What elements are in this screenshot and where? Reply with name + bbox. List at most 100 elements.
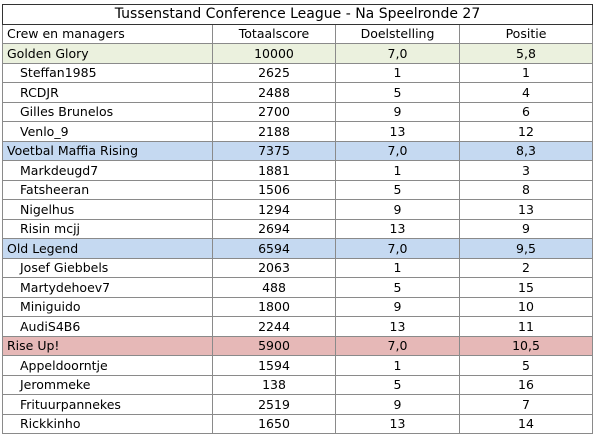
crew-total-score: 10000 bbox=[212, 43, 336, 64]
manager-row: Miniguido 1800 9 10 bbox=[2, 296, 593, 317]
manager-position: 1 bbox=[459, 62, 593, 83]
manager-total-score: 2244 bbox=[212, 316, 336, 337]
crew-name: Golden Glory bbox=[2, 43, 213, 64]
crew-target: 7,0 bbox=[335, 335, 460, 356]
manager-total-score: 1506 bbox=[212, 179, 336, 200]
manager-target: 5 bbox=[335, 277, 460, 298]
manager-name: Appeldoorntje bbox=[2, 355, 213, 376]
crew-position: 5,8 bbox=[459, 43, 593, 64]
crew-total-score: 7375 bbox=[212, 140, 336, 161]
manager-position: 12 bbox=[459, 121, 593, 142]
manager-position: 9 bbox=[459, 218, 593, 239]
manager-name: Miniguido bbox=[2, 296, 213, 317]
manager-total-score: 488 bbox=[212, 277, 336, 298]
manager-target: 9 bbox=[335, 101, 460, 122]
crew-target: 7,0 bbox=[335, 43, 460, 64]
manager-target: 13 bbox=[335, 218, 460, 239]
manager-target: 5 bbox=[335, 179, 460, 200]
manager-total-score: 2188 bbox=[212, 121, 336, 142]
crew-row: Rise Up! 5900 7,0 10,5 bbox=[2, 335, 593, 356]
manager-target: 5 bbox=[335, 82, 460, 103]
manager-position: 7 bbox=[459, 394, 593, 415]
manager-name: AudiS4B6 bbox=[2, 316, 213, 337]
manager-name: RCDJR bbox=[2, 82, 213, 103]
manager-row: Fatsheeran 1506 5 8 bbox=[2, 179, 593, 200]
manager-total-score: 2625 bbox=[212, 62, 336, 83]
manager-row: Venlo_9 2188 13 12 bbox=[2, 121, 593, 142]
crew-position: 10,5 bbox=[459, 335, 593, 356]
manager-total-score: 138 bbox=[212, 374, 336, 395]
manager-position: 2 bbox=[459, 257, 593, 278]
crew-total-score: 5900 bbox=[212, 335, 336, 356]
manager-total-score: 1650 bbox=[212, 413, 336, 434]
manager-row: Appeldoorntje 1594 1 5 bbox=[2, 355, 593, 376]
manager-row: Markdeugd7 1881 1 3 bbox=[2, 160, 593, 181]
manager-name: Jerommeke bbox=[2, 374, 213, 395]
crew-target: 7,0 bbox=[335, 140, 460, 161]
manager-position: 14 bbox=[459, 413, 593, 434]
standings-table: Tussenstand Conference League - Na Speel… bbox=[2, 4, 593, 434]
manager-position: 11 bbox=[459, 316, 593, 337]
manager-target: 9 bbox=[335, 199, 460, 220]
manager-target: 13 bbox=[335, 413, 460, 434]
header-row: Crew en managers Totaalscore Doelstellin… bbox=[2, 23, 593, 44]
manager-total-score: 1800 bbox=[212, 296, 336, 317]
manager-position: 3 bbox=[459, 160, 593, 181]
manager-target: 13 bbox=[335, 316, 460, 337]
manager-total-score: 2694 bbox=[212, 218, 336, 239]
manager-row: Steffan1985 2625 1 1 bbox=[2, 62, 593, 83]
manager-row: RCDJR 2488 5 4 bbox=[2, 82, 593, 103]
manager-row: Frituurpannekes 2519 9 7 bbox=[2, 394, 593, 415]
manager-total-score: 1594 bbox=[212, 355, 336, 376]
crew-name: Old Legend bbox=[2, 238, 213, 259]
manager-target: 1 bbox=[335, 257, 460, 278]
manager-position: 6 bbox=[459, 101, 593, 122]
manager-target: 5 bbox=[335, 374, 460, 395]
header-position: Positie bbox=[459, 23, 593, 44]
manager-total-score: 2700 bbox=[212, 101, 336, 122]
manager-name: Frituurpannekes bbox=[2, 394, 213, 415]
manager-name: Risin mcjj bbox=[2, 218, 213, 239]
header-crew-managers: Crew en managers bbox=[2, 23, 213, 44]
manager-row: Nigelhus 1294 9 13 bbox=[2, 199, 593, 220]
manager-row: Risin mcjj 2694 13 9 bbox=[2, 218, 593, 239]
manager-total-score: 2519 bbox=[212, 394, 336, 415]
manager-position: 16 bbox=[459, 374, 593, 395]
header-target: Doelstelling bbox=[335, 23, 460, 44]
manager-name: Nigelhus bbox=[2, 199, 213, 220]
manager-name: Fatsheeran bbox=[2, 179, 213, 200]
manager-name: Martydehoev7 bbox=[2, 277, 213, 298]
crew-name: Voetbal Maffia Rising bbox=[2, 140, 213, 161]
manager-position: 15 bbox=[459, 277, 593, 298]
manager-position: 13 bbox=[459, 199, 593, 220]
manager-position: 4 bbox=[459, 82, 593, 103]
crew-position: 8,3 bbox=[459, 140, 593, 161]
manager-target: 1 bbox=[335, 160, 460, 181]
manager-name: Josef Giebbels bbox=[2, 257, 213, 278]
manager-name: Gilles Brunelos bbox=[2, 101, 213, 122]
manager-target: 13 bbox=[335, 121, 460, 142]
manager-total-score: 1294 bbox=[212, 199, 336, 220]
manager-name: Steffan1985 bbox=[2, 62, 213, 83]
manager-target: 1 bbox=[335, 62, 460, 83]
manager-position: 10 bbox=[459, 296, 593, 317]
manager-row: Gilles Brunelos 2700 9 6 bbox=[2, 101, 593, 122]
manager-position: 8 bbox=[459, 179, 593, 200]
manager-row: Josef Giebbels 2063 1 2 bbox=[2, 257, 593, 278]
crew-position: 9,5 bbox=[459, 238, 593, 259]
manager-target: 1 bbox=[335, 355, 460, 376]
crew-name: Rise Up! bbox=[2, 335, 213, 356]
crew-row: Golden Glory 10000 7,0 5,8 bbox=[2, 43, 593, 64]
manager-target: 9 bbox=[335, 296, 460, 317]
crew-row: Voetbal Maffia Rising 7375 7,0 8,3 bbox=[2, 140, 593, 161]
crew-target: 7,0 bbox=[335, 238, 460, 259]
manager-total-score: 2488 bbox=[212, 82, 336, 103]
manager-target: 9 bbox=[335, 394, 460, 415]
manager-total-score: 1881 bbox=[212, 160, 336, 181]
manager-row: Rickkinho 1650 13 14 bbox=[2, 413, 593, 434]
manager-name: Venlo_9 bbox=[2, 121, 213, 142]
manager-row: Jerommeke 138 5 16 bbox=[2, 374, 593, 395]
table-title: Tussenstand Conference League - Na Speel… bbox=[2, 4, 593, 25]
header-total-score: Totaalscore bbox=[212, 23, 336, 44]
title-row: Tussenstand Conference League - Na Speel… bbox=[2, 4, 593, 25]
